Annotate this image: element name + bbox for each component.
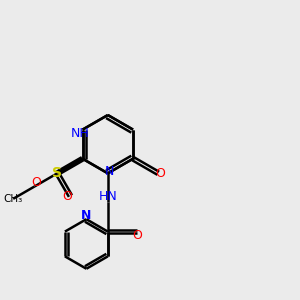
Text: NH: NH (71, 128, 90, 140)
Text: O: O (31, 176, 41, 189)
Text: N: N (81, 209, 92, 222)
Text: HN: HN (98, 190, 117, 203)
Text: O: O (62, 190, 72, 202)
Text: S: S (52, 166, 62, 180)
Text: CH₃: CH₃ (4, 194, 23, 204)
Text: O: O (155, 167, 165, 180)
Text: O: O (132, 230, 142, 242)
Text: N: N (105, 165, 114, 178)
